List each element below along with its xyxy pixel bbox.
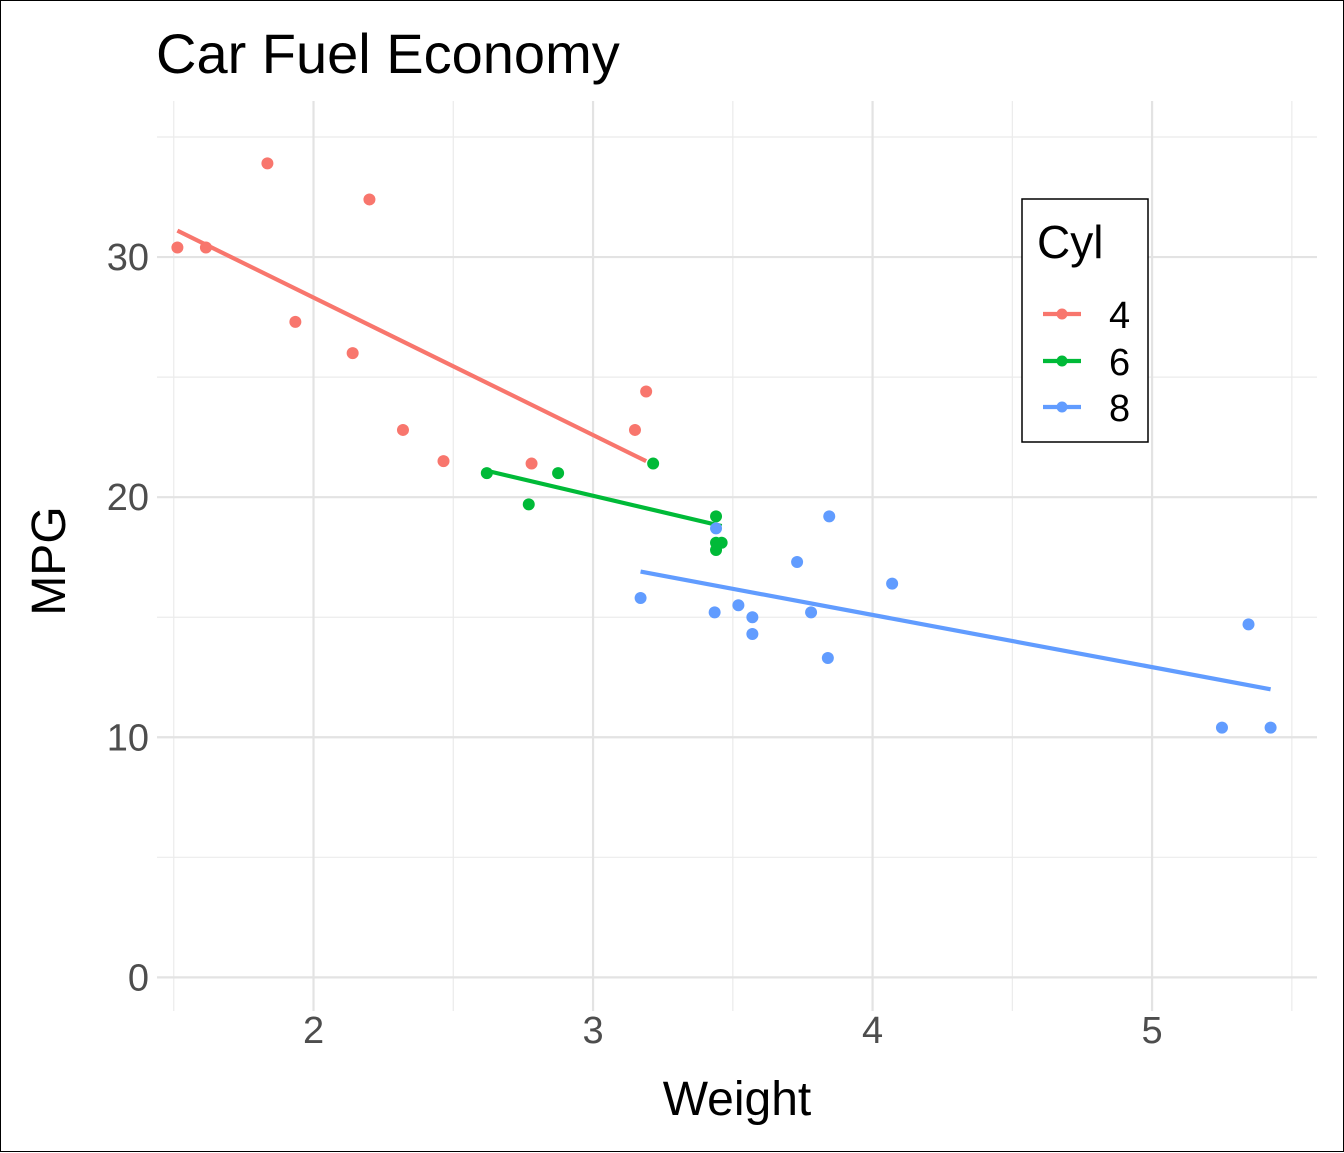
fit-line-cyl-6 [486, 468, 723, 529]
point-cyl-8 [1215, 721, 1228, 734]
legend-entries: 4 68 [1043, 295, 1130, 430]
point-cyl-6 [480, 467, 493, 480]
point-cyl-4 [525, 457, 538, 470]
legend-entry-4: 4 [1043, 295, 1130, 337]
point-cyl-4 [437, 455, 450, 468]
point-cyl-4 [261, 157, 274, 170]
point-cyl-6 [552, 467, 565, 480]
point-cyl-8 [1264, 721, 1277, 734]
legend-key-point [1056, 401, 1068, 413]
minor-gridlines [157, 101, 1317, 1011]
point-cyl-6 [522, 498, 535, 511]
point-cyl-4 [640, 385, 653, 398]
x-axis-tick-labels: 2 3 4 5 [303, 1010, 1163, 1052]
y-axis-title: MPG [23, 506, 76, 615]
legend-title: Cyl [1037, 216, 1103, 268]
y-tick-label: 0 [128, 957, 149, 999]
point-cyl-8 [1242, 618, 1255, 631]
legend: Cyl 4 68 [1021, 198, 1149, 443]
point-cyl-8 [886, 577, 899, 590]
fit-line-cyl-4 [176, 228, 648, 464]
point-cyl-8 [708, 606, 721, 619]
y-tick-label: 30 [107, 237, 149, 279]
y-tick-label: 10 [107, 717, 149, 759]
legend-box [1021, 198, 1149, 443]
point-cyl-4 [396, 423, 409, 436]
point-cyl-4 [346, 347, 359, 360]
point-cyl-4 [199, 241, 212, 254]
point-cyl-8 [746, 611, 759, 624]
point-cyl-4 [363, 193, 376, 206]
legend-label: 6 [1109, 342, 1130, 384]
point-cyl-8 [821, 652, 834, 665]
point-cyl-8 [791, 556, 804, 569]
chart-title: Car Fuel Economy [156, 22, 620, 85]
legend-entry-6: 6 [1043, 342, 1130, 384]
legend-key-point [1056, 355, 1068, 367]
legend-entry-8: 8 [1043, 388, 1130, 430]
point-cyl-8 [710, 522, 723, 535]
x-tick-label: 3 [582, 1010, 603, 1052]
point-cyl-8 [732, 599, 745, 612]
y-axis-tick-labels: 0 10 20 30 [107, 237, 149, 999]
point-cyl-8 [746, 628, 759, 641]
x-tick-label: 2 [303, 1010, 324, 1052]
point-cyl-8 [823, 510, 836, 523]
point-cyl-6 [710, 543, 723, 556]
point-cyl-8 [805, 606, 818, 619]
point-cyl-6 [647, 457, 660, 470]
point-cyl-8 [634, 592, 647, 605]
data-points [171, 157, 1277, 734]
legend-label: 8 [1109, 388, 1130, 430]
x-tick-label: 4 [862, 1010, 883, 1052]
fit-line-cyl-8 [640, 569, 1271, 692]
x-tick-label: 5 [1142, 1010, 1163, 1052]
point-cyl-4 [628, 423, 641, 436]
point-cyl-6 [710, 510, 723, 523]
regression-lines [176, 228, 1271, 692]
legend-label: 4 [1109, 295, 1130, 337]
legend-key-point [1056, 308, 1068, 320]
point-cyl-4 [171, 241, 184, 254]
major-gridlines [157, 101, 1317, 1011]
y-tick-label: 20 [107, 477, 149, 519]
point-cyl-4 [289, 315, 302, 328]
x-axis-title: Weight [663, 1073, 812, 1126]
